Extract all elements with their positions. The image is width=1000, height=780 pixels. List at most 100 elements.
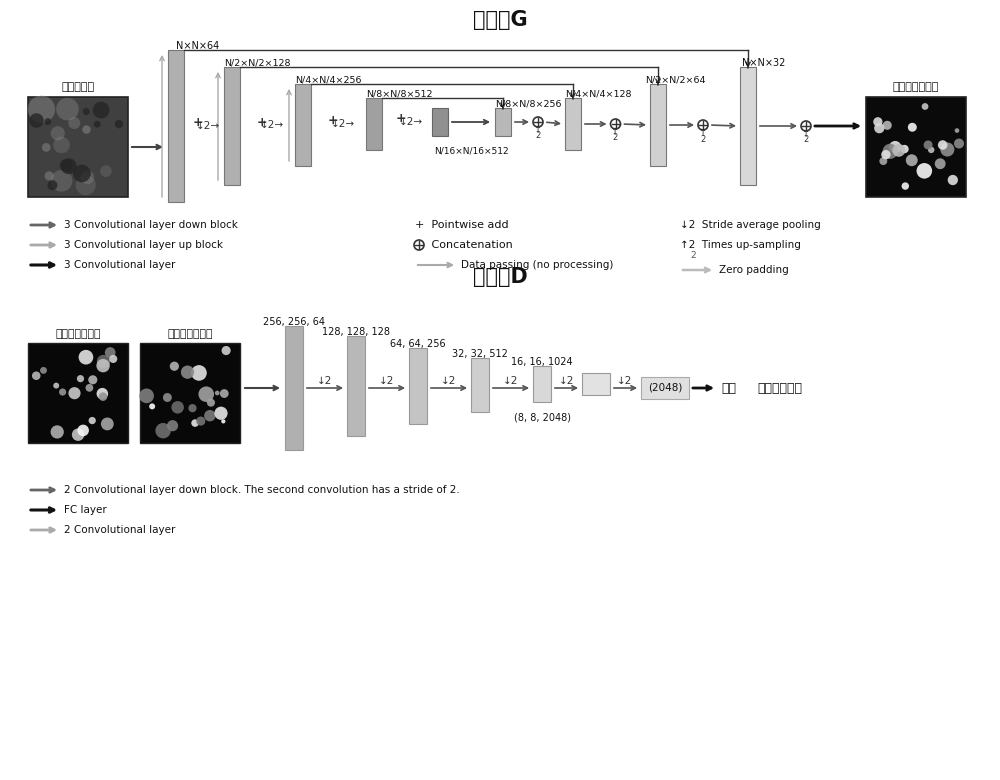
Circle shape xyxy=(892,144,905,157)
Text: +: + xyxy=(396,112,406,126)
Circle shape xyxy=(86,384,93,392)
Text: N/2×N/2×128: N/2×N/2×128 xyxy=(224,58,290,68)
Circle shape xyxy=(196,417,205,426)
Circle shape xyxy=(879,157,887,165)
Circle shape xyxy=(214,406,228,420)
Text: +: + xyxy=(193,116,203,129)
Circle shape xyxy=(191,365,207,381)
Text: ↓2  Stride average pooling: ↓2 Stride average pooling xyxy=(680,220,821,230)
Text: ↓2: ↓2 xyxy=(503,376,519,386)
Circle shape xyxy=(215,391,220,395)
Circle shape xyxy=(56,98,79,120)
Text: N×N×32: N×N×32 xyxy=(742,58,785,68)
Text: N/4×N/4×256: N/4×N/4×256 xyxy=(295,76,362,84)
Text: 128, 128, 128: 128, 128, 128 xyxy=(322,327,390,337)
Text: 64, 64, 256: 64, 64, 256 xyxy=(390,339,446,349)
Bar xyxy=(432,108,448,136)
Circle shape xyxy=(938,140,947,150)
Bar xyxy=(347,336,365,436)
Text: Zero padding: Zero padding xyxy=(719,265,789,275)
Circle shape xyxy=(170,362,179,370)
Circle shape xyxy=(889,141,901,153)
Circle shape xyxy=(220,389,229,398)
Text: ↓2: ↓2 xyxy=(559,376,574,386)
Text: 生成的荧光图像: 生成的荧光图像 xyxy=(167,329,213,339)
Text: 32, 32, 512: 32, 32, 512 xyxy=(452,349,508,359)
Bar xyxy=(168,50,184,202)
Text: 3 Convolutional layer up block: 3 Convolutional layer up block xyxy=(64,240,223,250)
Text: ↓2→: ↓2→ xyxy=(196,121,220,131)
Circle shape xyxy=(28,96,55,123)
Bar xyxy=(650,84,666,166)
Circle shape xyxy=(873,117,882,126)
Circle shape xyxy=(954,139,964,148)
Text: N/4×N/4×128: N/4×N/4×128 xyxy=(565,90,632,98)
Circle shape xyxy=(115,120,123,129)
Text: N/8×N/8×256: N/8×N/8×256 xyxy=(495,100,562,108)
Circle shape xyxy=(77,375,84,382)
Text: ↑: ↑ xyxy=(534,125,542,135)
Bar xyxy=(28,343,128,443)
Text: ↑: ↑ xyxy=(802,129,810,139)
Bar xyxy=(866,97,966,197)
Circle shape xyxy=(900,145,909,153)
Circle shape xyxy=(139,388,154,403)
Text: （判别概率）: （判别概率） xyxy=(757,381,802,395)
Circle shape xyxy=(204,410,216,421)
Circle shape xyxy=(171,401,184,413)
Text: 3 Convolutional layer down block: 3 Convolutional layer down block xyxy=(64,220,238,230)
Circle shape xyxy=(51,126,65,140)
Circle shape xyxy=(155,423,171,438)
Circle shape xyxy=(163,393,172,402)
Bar xyxy=(295,84,311,166)
Text: ↑: ↑ xyxy=(699,128,707,138)
Text: 2: 2 xyxy=(803,136,809,144)
Text: ↑2  Times up-sampling: ↑2 Times up-sampling xyxy=(680,240,801,250)
Circle shape xyxy=(77,424,89,436)
Circle shape xyxy=(191,420,199,427)
Bar xyxy=(495,108,511,136)
Text: 2: 2 xyxy=(613,133,618,143)
Text: 256, 256, 64: 256, 256, 64 xyxy=(263,317,325,327)
Circle shape xyxy=(935,158,946,169)
Text: 生成器G: 生成器G xyxy=(473,10,527,30)
Circle shape xyxy=(45,172,54,180)
Circle shape xyxy=(940,143,954,157)
Circle shape xyxy=(874,123,884,133)
Circle shape xyxy=(917,163,932,179)
Circle shape xyxy=(906,154,918,166)
Text: 2: 2 xyxy=(700,134,706,144)
Circle shape xyxy=(73,165,91,183)
Circle shape xyxy=(167,420,178,431)
Circle shape xyxy=(72,428,84,441)
Text: ↓2: ↓2 xyxy=(617,376,633,386)
Text: +: + xyxy=(256,115,267,129)
Circle shape xyxy=(32,371,41,380)
Circle shape xyxy=(222,346,231,355)
Circle shape xyxy=(51,425,64,438)
Circle shape xyxy=(97,355,110,368)
Circle shape xyxy=(100,165,112,177)
Circle shape xyxy=(948,175,958,185)
Text: N/2×N/2×64: N/2×N/2×64 xyxy=(645,76,706,84)
Circle shape xyxy=(955,128,959,133)
Bar xyxy=(224,67,240,185)
Circle shape xyxy=(76,175,96,195)
Circle shape xyxy=(40,367,47,374)
Circle shape xyxy=(93,101,109,119)
Bar xyxy=(28,97,128,197)
Circle shape xyxy=(188,404,197,413)
Circle shape xyxy=(83,108,90,115)
Circle shape xyxy=(42,143,51,152)
Circle shape xyxy=(29,113,44,128)
Circle shape xyxy=(61,158,77,174)
Circle shape xyxy=(53,383,59,388)
Bar xyxy=(140,343,240,443)
Circle shape xyxy=(68,117,80,129)
Text: (2048): (2048) xyxy=(648,383,682,393)
Text: 真实的荧光图像: 真实的荧光图像 xyxy=(55,329,101,339)
Circle shape xyxy=(68,387,81,399)
Circle shape xyxy=(79,350,93,364)
Bar xyxy=(533,366,551,402)
Bar xyxy=(641,377,689,399)
